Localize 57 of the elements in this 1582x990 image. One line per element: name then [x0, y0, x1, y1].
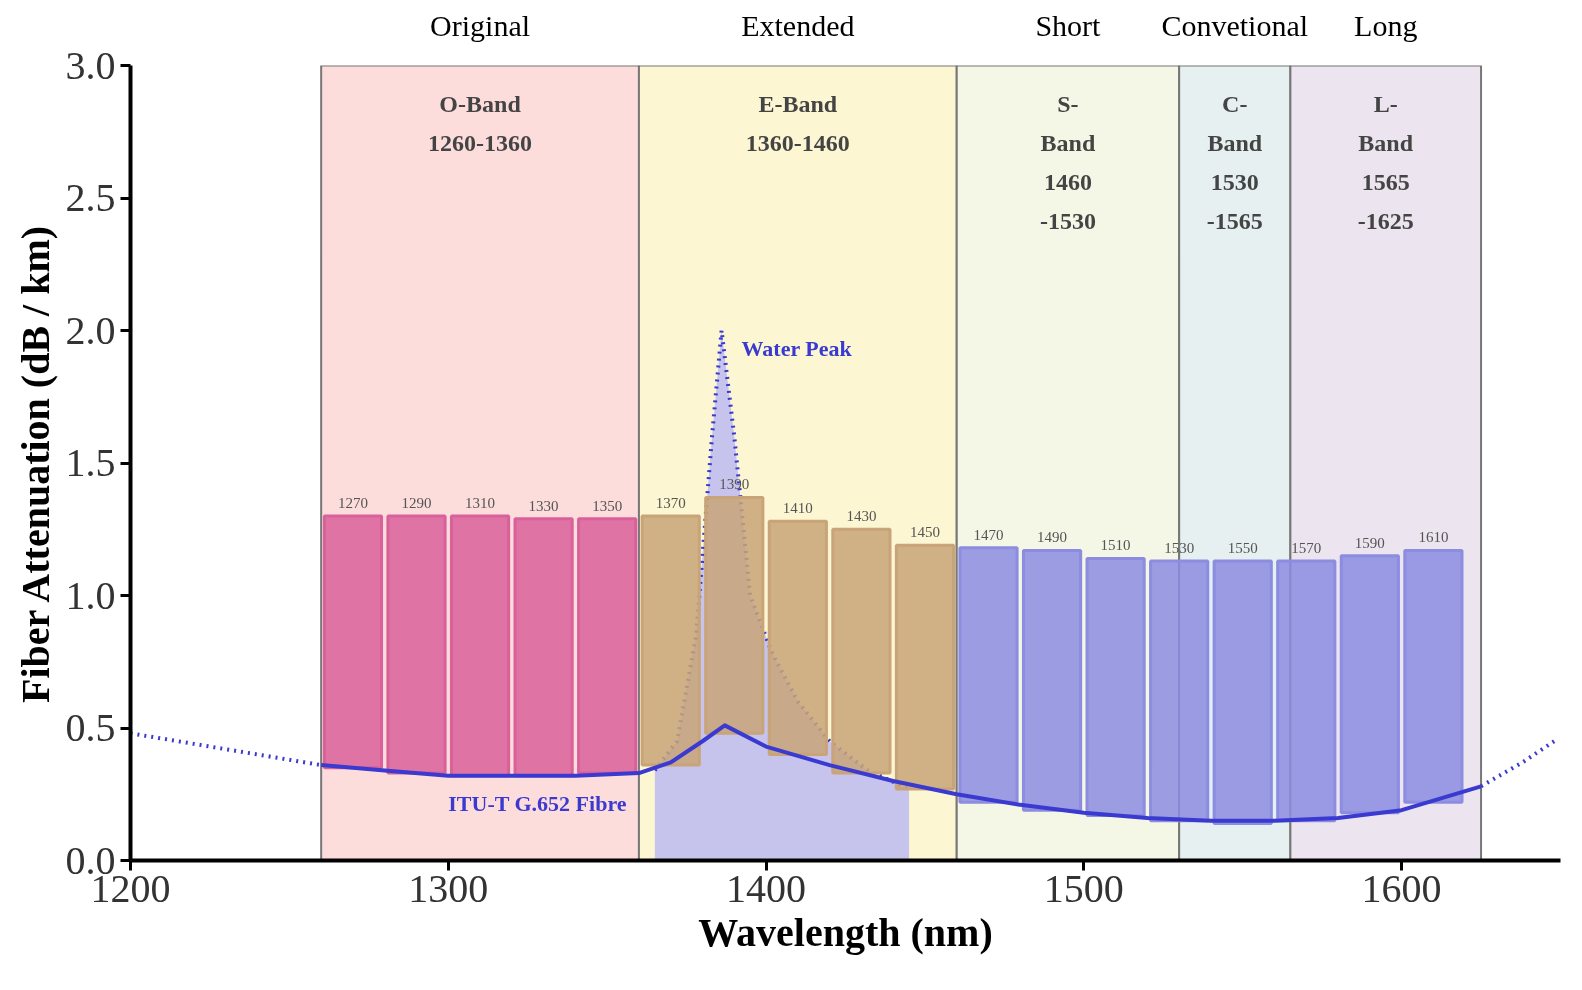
- y-tick-label: 0.5: [65, 705, 116, 750]
- bar: [1403, 548, 1464, 804]
- bar: [831, 527, 892, 775]
- annotation: 1570: [1291, 540, 1322, 557]
- bar: [1276, 559, 1337, 823]
- annotation: 1590: [1354, 534, 1385, 551]
- annotation: 1390: [719, 476, 750, 493]
- x-tick-label: 1600: [1361, 865, 1442, 911]
- bar: [577, 517, 638, 775]
- x-tick-label: 1500: [1043, 865, 1124, 911]
- annotation: 1290: [401, 495, 432, 511]
- y-axis-title: Fiber Attenuation (dB / km): [12, 225, 58, 703]
- band-label: S- Band 1460 -1530: [1039, 90, 1096, 234]
- text: Short: [1035, 9, 1102, 42]
- y-tick-label: 2.0: [65, 307, 116, 353]
- annotation: 1410: [782, 500, 813, 517]
- band-label: L- Band 1565 -1625: [1357, 90, 1414, 234]
- text: Extended: [741, 9, 855, 42]
- annotation: 1550: [1227, 540, 1258, 557]
- bar: [322, 514, 384, 770]
- bar: [1021, 548, 1083, 812]
- annotation: 1270: [337, 495, 368, 511]
- text: Convetional: [1161, 9, 1309, 42]
- band-label: E-Band 1360-1460: [745, 90, 850, 156]
- bar: [704, 495, 765, 735]
- x-axis-title: Wavelength (nm): [698, 909, 993, 955]
- bar: [1339, 554, 1400, 815]
- annotation: 1330: [528, 497, 559, 514]
- bar: [1212, 559, 1273, 825]
- annotation: 1450: [909, 524, 940, 541]
- annotation: 1490: [1037, 529, 1068, 546]
- annotation: 1350: [592, 497, 623, 514]
- bar: [640, 514, 701, 767]
- band-label: C- Band 1530 -1565: [1206, 90, 1263, 234]
- bar: [1085, 556, 1146, 817]
- x-tick-label: 1400: [726, 865, 807, 911]
- y-tick-label: 3.0: [65, 42, 116, 88]
- annotation: 1430: [846, 508, 877, 525]
- annotation: 1610: [1418, 529, 1449, 546]
- series-label: Water Peak: [741, 335, 853, 361]
- bar: [894, 543, 956, 791]
- y-tick-label: 1.0: [65, 572, 116, 618]
- text: Long: [1354, 9, 1418, 42]
- bar: [1149, 559, 1210, 823]
- y-tick-label: 1.5: [65, 440, 116, 485]
- annotation: 1510: [1100, 537, 1131, 554]
- bar: [958, 546, 1019, 804]
- text: Original: [430, 9, 531, 42]
- annotation: 1470: [973, 526, 1004, 543]
- series-label: ITU-T G.652 Fibre: [448, 790, 627, 816]
- x-tick-label: 1300: [408, 865, 489, 911]
- bar: [767, 519, 828, 756]
- annotation: 1310: [465, 495, 496, 511]
- annotation: 1370: [655, 495, 686, 511]
- bar: [386, 514, 447, 775]
- band-label: O-Band 1260-1360: [428, 90, 533, 156]
- y-tick-label: 2.5: [65, 175, 116, 220]
